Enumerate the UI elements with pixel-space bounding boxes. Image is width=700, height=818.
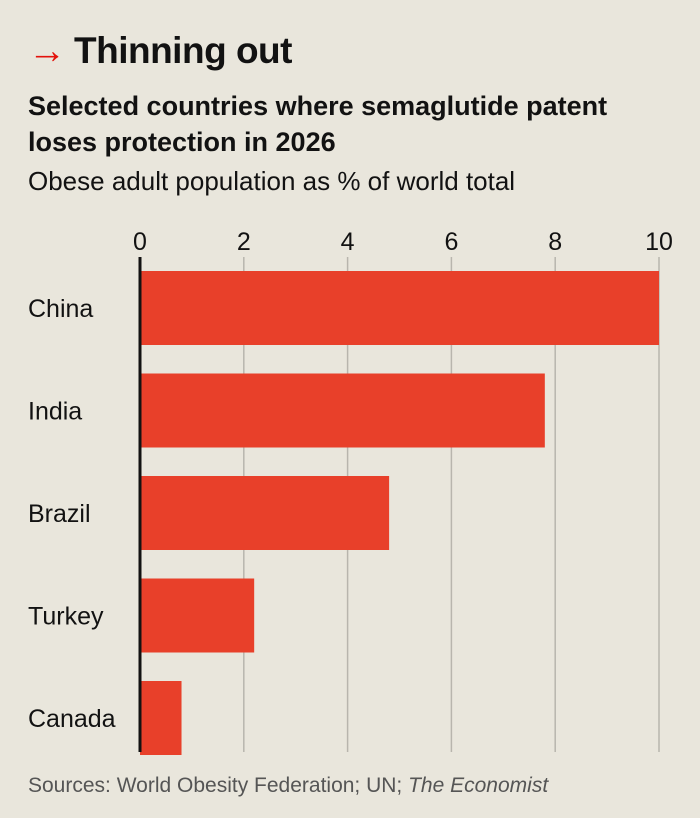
chart-header: → Thinning out Selected countries where …: [28, 28, 678, 198]
arrow-icon: →: [28, 30, 66, 72]
x-tick-label: 8: [548, 228, 562, 256]
bar: [140, 578, 255, 653]
bar: [140, 373, 545, 448]
x-tick-label: 6: [444, 228, 458, 256]
chart-title: Thinning out: [74, 30, 292, 71]
bar: [140, 476, 390, 550]
category-label: India: [28, 398, 82, 426]
category-label: Turkey: [28, 603, 104, 631]
x-tick-label: 4: [341, 228, 355, 256]
x-tick-label: 10: [645, 228, 673, 256]
chart-units: Obese adult population as % of world tot…: [28, 166, 516, 196]
bar-chart: 0 2 4 6 8 10 China India Brazil Turkey Canada: [28, 228, 673, 755]
source-text: Sources: World Obesity Federation; UN;: [28, 774, 409, 797]
chart-subtitle: Selected countries where semaglutide pat…: [28, 91, 608, 157]
source-publication: The Economist: [408, 774, 549, 797]
category-label: Brazil: [28, 500, 91, 528]
bar: [140, 271, 659, 345]
title-row: → Thinning out: [28, 28, 678, 74]
x-tick-label: 0: [133, 228, 147, 256]
bar: [140, 681, 182, 755]
source-note: Sources: World Obesity Federation; UN; T…: [28, 774, 548, 798]
category-label: China: [28, 295, 93, 323]
x-tick-label: 2: [237, 228, 251, 256]
category-label: Canada: [28, 705, 116, 733]
